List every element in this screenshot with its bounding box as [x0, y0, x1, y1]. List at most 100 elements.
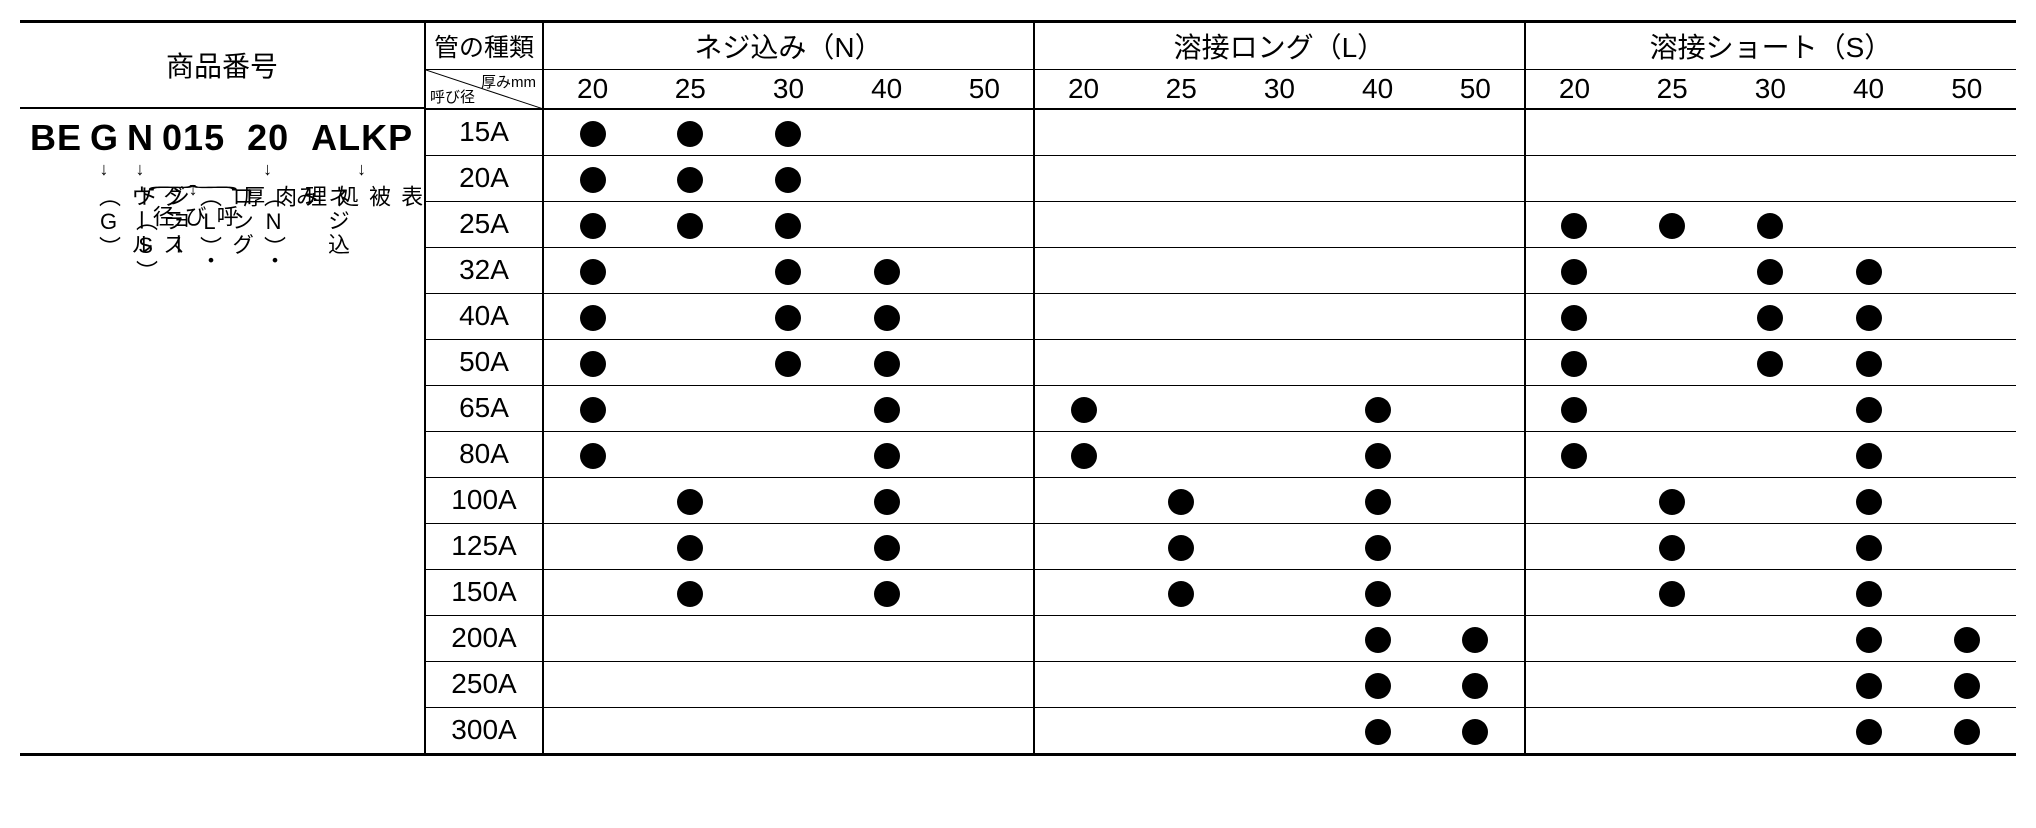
availability-cell — [1132, 155, 1230, 201]
availability-cell — [1918, 201, 2016, 247]
availability-cell — [739, 615, 837, 661]
availability-table-panel: 管の種類 ネジ込み（N） 溶接ロング（L） 溶接ショート（S） 厚みmm 呼び径… — [424, 20, 2016, 756]
availability-cell — [1721, 247, 1819, 293]
dot-icon — [775, 167, 801, 193]
dot-icon — [580, 305, 606, 331]
dot-icon — [580, 443, 606, 469]
availability-cell — [1525, 293, 1623, 339]
table-row: 250A — [425, 661, 2016, 707]
dot-icon — [1757, 259, 1783, 285]
availability-cell — [1623, 109, 1721, 155]
dot-icon — [1071, 397, 1097, 423]
availability-cell — [1918, 615, 2016, 661]
availability-cell — [543, 339, 641, 385]
availability-cell — [1329, 293, 1427, 339]
availability-cell — [1230, 523, 1328, 569]
availability-cell — [1623, 155, 1721, 201]
availability-cell — [838, 155, 936, 201]
table-row: 32A — [425, 247, 2016, 293]
availability-cell — [1132, 661, 1230, 707]
dot-icon — [1561, 351, 1587, 377]
availability-cell — [1623, 385, 1721, 431]
availability-cell — [1525, 569, 1623, 615]
arrow-icon: ↓ — [263, 159, 273, 180]
availability-cell — [543, 431, 641, 477]
availability-cell — [838, 615, 936, 661]
dot-icon — [580, 259, 606, 285]
dot-icon — [874, 489, 900, 515]
dot-icon — [1462, 627, 1488, 653]
availability-cell — [1329, 201, 1427, 247]
table-row: 15A — [425, 109, 2016, 155]
availability-cell — [739, 155, 837, 201]
dot-icon — [874, 443, 900, 469]
dot-icon — [874, 351, 900, 377]
row-label: 40A — [425, 293, 543, 339]
availability-cell — [739, 385, 837, 431]
code-seg-n: N ↓ ネジ込み（N）・ロング（L）・ショート（S） — [127, 117, 154, 159]
availability-cell — [838, 385, 936, 431]
availability-cell — [1230, 477, 1328, 523]
availability-cell — [1525, 155, 1623, 201]
code-seg-015: 015 ︷ ↓ 呼び径 — [162, 117, 225, 159]
availability-cell — [1819, 477, 1917, 523]
availability-cell — [936, 385, 1034, 431]
availability-cell — [1721, 615, 1819, 661]
availability-cell — [1230, 293, 1328, 339]
availability-cell — [1034, 615, 1132, 661]
availability-cell — [1132, 569, 1230, 615]
availability-cell — [1230, 155, 1328, 201]
availability-cell — [1623, 661, 1721, 707]
dot-icon — [1659, 213, 1685, 239]
dot-icon — [1757, 213, 1783, 239]
table-row: 200A — [425, 615, 2016, 661]
header-group-n: ネジ込み（N） — [543, 23, 1034, 69]
availability-cell — [543, 615, 641, 661]
availability-cell — [1819, 293, 1917, 339]
availability-cell — [1132, 431, 1230, 477]
availability-cell — [1623, 247, 1721, 293]
header-thickness: 50 — [1918, 69, 2016, 109]
dot-icon — [775, 305, 801, 331]
dot-icon — [1168, 535, 1194, 561]
dot-icon — [1954, 627, 1980, 653]
availability-cell — [739, 569, 837, 615]
dot-icon — [1954, 673, 1980, 699]
dot-icon — [1561, 397, 1587, 423]
availability-cell — [1918, 247, 2016, 293]
dot-icon — [1071, 443, 1097, 469]
dot-icon — [1365, 719, 1391, 745]
arrow-icon: ↓ — [136, 159, 146, 180]
availability-cell — [1132, 385, 1230, 431]
dot-icon — [874, 581, 900, 607]
availability-cell — [739, 477, 837, 523]
availability-cell — [1427, 431, 1525, 477]
availability-cell — [1132, 707, 1230, 753]
availability-cell — [543, 661, 641, 707]
code-text: BE — [30, 117, 82, 158]
dot-icon — [1659, 489, 1685, 515]
availability-cell — [1132, 293, 1230, 339]
availability-cell — [641, 247, 739, 293]
dot-icon — [1561, 443, 1587, 469]
availability-cell — [1918, 431, 2016, 477]
row-label: 125A — [425, 523, 543, 569]
availability-cell — [739, 293, 837, 339]
dot-icon — [1168, 581, 1194, 607]
table-row: 100A — [425, 477, 2016, 523]
availability-cell — [1132, 523, 1230, 569]
table-head: 管の種類 ネジ込み（N） 溶接ロング（L） 溶接ショート（S） 厚みmm 呼び径… — [425, 23, 2016, 109]
availability-cell — [739, 339, 837, 385]
availability-cell — [1721, 155, 1819, 201]
availability-cell — [1721, 385, 1819, 431]
availability-cell — [1034, 661, 1132, 707]
availability-cell — [641, 477, 739, 523]
availability-cell — [1721, 109, 1819, 155]
dot-icon — [1365, 489, 1391, 515]
availability-cell — [1329, 431, 1427, 477]
availability-cell — [1427, 201, 1525, 247]
panel-title: 商品番号 — [20, 23, 424, 109]
availability-cell — [1329, 523, 1427, 569]
availability-cell — [1230, 109, 1328, 155]
header-thickness: 20 — [1525, 69, 1623, 109]
